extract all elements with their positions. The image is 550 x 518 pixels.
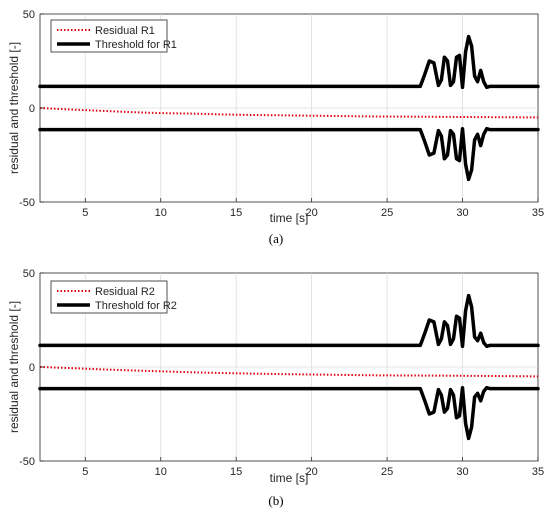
legend-box xyxy=(50,19,168,53)
x-tick-label: 15 xyxy=(230,466,242,478)
y-axis-label: residual and threshold [-] xyxy=(7,42,21,174)
x-tick-label: 25 xyxy=(381,466,393,478)
y-tick-label: 0 xyxy=(29,103,35,115)
x-tick-label: 5 xyxy=(82,207,88,219)
y-tick-label: -50 xyxy=(19,456,35,468)
x-axis-label: time [s] xyxy=(270,471,309,485)
legend-label-residual: Residual R2 xyxy=(95,286,155,298)
x-tick-label: 20 xyxy=(306,466,318,478)
x-tick-label: 15 xyxy=(230,207,242,219)
series-layer xyxy=(38,293,540,441)
y-tick-label: 0 xyxy=(29,362,35,374)
series-line-threshold-for-r1-upper xyxy=(38,34,540,90)
legend-box xyxy=(50,280,168,314)
y-tick-label: -50 xyxy=(19,197,35,209)
series-line-residual-r2 xyxy=(39,366,539,378)
x-tick-label: 35 xyxy=(532,466,544,478)
legend: Residual R2 Threshold for R2 xyxy=(50,280,177,314)
series-line-threshold-for-r2-upper xyxy=(38,293,540,349)
legend: Residual R1 Threshold for R1 xyxy=(50,19,177,53)
legend-label-residual: Residual R1 xyxy=(95,25,155,37)
x-axis-label: time [s] xyxy=(270,211,309,225)
y-tick-label: 50 xyxy=(23,268,35,280)
legend-label-threshold: Threshold for R2 xyxy=(95,300,177,312)
chart-panel-b: 5 10 15 20 25 30 35 -50 0 50 time [s] residual an… xyxy=(7,268,544,508)
x-tick-label: 20 xyxy=(306,207,318,219)
x-tick-label: 5 xyxy=(82,466,88,478)
x-tick-label: 25 xyxy=(381,207,393,219)
series-layer xyxy=(38,34,540,182)
x-tick-label: 30 xyxy=(456,466,468,478)
tick-labels: 5 10 15 20 25 30 35 -50 0 50 xyxy=(19,9,544,219)
y-tick-label: 50 xyxy=(23,9,35,21)
legend-label-threshold: Threshold for R1 xyxy=(95,39,177,51)
x-tick-label: 10 xyxy=(155,466,167,478)
panel-caption: (b) xyxy=(268,493,283,508)
chart-panel-a: 5 10 15 20 25 30 35 -50 0 50 time [s] residual an… xyxy=(7,9,544,246)
tick-labels: 5 10 15 20 25 30 35 -50 0 50 xyxy=(19,268,544,478)
x-tick-label: 30 xyxy=(456,207,468,219)
x-tick-label: 10 xyxy=(155,207,167,219)
series-line-threshold-for-r2-lower xyxy=(38,385,540,441)
series-line-residual-r1 xyxy=(39,107,539,119)
y-axis-label: residual and threshold [-] xyxy=(7,301,21,433)
x-tick-label: 35 xyxy=(532,207,544,219)
series-line-threshold-for-r1-lower xyxy=(38,126,540,182)
panel-caption: (a) xyxy=(269,231,283,246)
